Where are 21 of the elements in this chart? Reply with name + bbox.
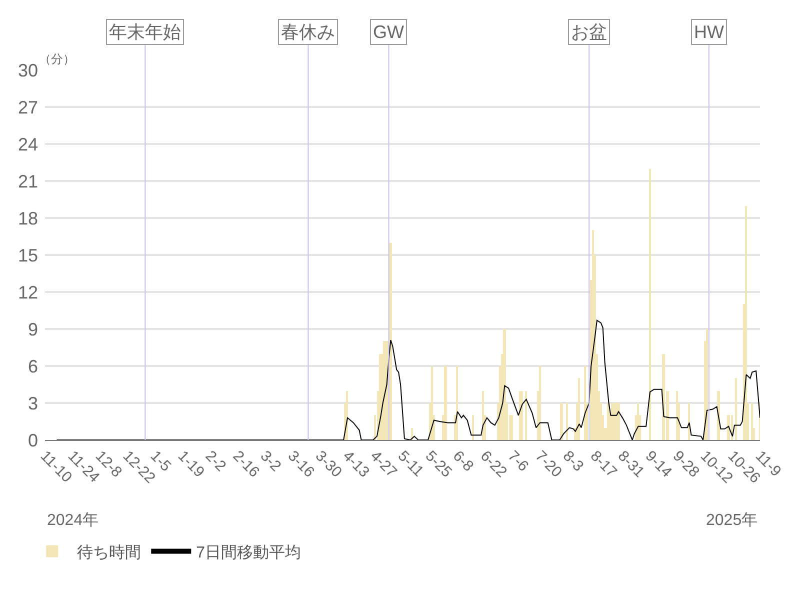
y-tick-label: 3	[28, 393, 38, 414]
y-tick-label: 18	[18, 208, 38, 228]
y-tick-label: 15	[18, 245, 38, 266]
y-tick-label: 9	[28, 319, 38, 340]
y-axis-title: （分）	[39, 52, 75, 66]
y-tick-label: 27	[18, 97, 38, 118]
legend-label: 待ち時間	[77, 543, 142, 562]
ref-line-label: HW	[694, 22, 724, 42]
y-tick-label: 12	[18, 282, 38, 302]
ref-line-label: 年末年始	[109, 22, 181, 42]
ref-line-label: GW	[373, 22, 404, 42]
y-tick-label: 24	[18, 134, 38, 154]
legend-label: 7日間移動平均	[196, 544, 302, 562]
ref-line-label: 春休み	[281, 22, 335, 42]
ref-line-label: お盆	[571, 22, 607, 42]
y-tick-label: 0	[28, 430, 38, 450]
text: 2024年	[47, 512, 99, 529]
y-tick-label: 6	[28, 356, 38, 376]
y-tick-label: 21	[18, 171, 38, 192]
text: 2025年	[706, 512, 758, 529]
y-tick-label: 30	[18, 60, 38, 80]
